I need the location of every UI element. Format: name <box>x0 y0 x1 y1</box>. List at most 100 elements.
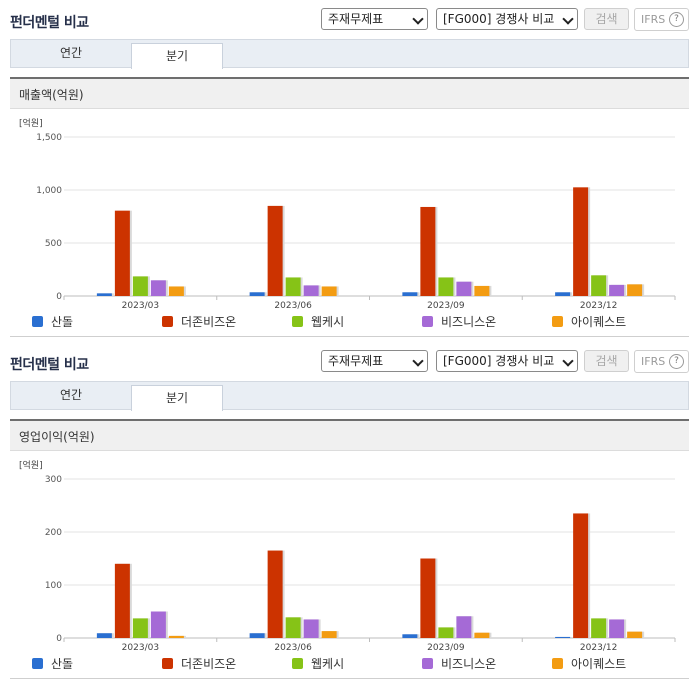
y-tick-label: 100 <box>45 581 62 591</box>
bar-산돌-2023-09 <box>402 292 418 296</box>
bar-웹케시-2023-12 <box>591 618 607 638</box>
help-icon: ? <box>669 12 684 27</box>
fundamental-panel-revenue: 펀더멘털 비교 주재무제표 [FG000] 경쟁사 비교 검색 IFRS ? 연… <box>0 0 696 337</box>
panel-bottom-divider <box>10 336 689 337</box>
legend-item-아이퀘스트[interactable]: 아이퀘스트 <box>552 313 626 330</box>
x-tick-label: 2023/06 <box>274 643 312 653</box>
bar-비즈니스온-2023-03 <box>150 611 166 638</box>
legend-label: 더존비즈온 <box>181 657 237 671</box>
bar-웹케시-2023-03 <box>132 276 148 296</box>
legend-swatch <box>422 316 433 327</box>
compare-select[interactable]: [FG000] 경쟁사 비교 <box>436 8 578 30</box>
compare-select[interactable]: [FG000] 경쟁사 비교 <box>436 350 578 372</box>
bar-더존비즈온-2023-12 <box>573 513 589 638</box>
ifrs-help-button[interactable]: IFRS ? <box>634 8 689 31</box>
bar-비즈니스온-2023-12 <box>609 284 625 296</box>
legend-label: 웹케시 <box>311 657 345 671</box>
bar-더존비즈온-2023-03 <box>114 210 130 296</box>
legend-item-더존비즈온[interactable]: 더존비즈온 <box>162 655 236 672</box>
bar-더존비즈온-2023-12 <box>573 187 589 296</box>
compare-select-value: [FG000] 경쟁사 비교 <box>443 354 555 368</box>
statement-select-value: 주재무제표 <box>328 354 384 368</box>
chevron-down-icon <box>412 355 424 367</box>
y-tick-label: 0 <box>56 292 62 302</box>
legend-label: 비즈니스온 <box>441 315 497 329</box>
legend-swatch <box>292 658 303 669</box>
fundamental-panel-operating-profit: 펀더멘털 비교 주재무제표 [FG000] 경쟁사 비교 검색 IFRS ? 연… <box>0 342 696 684</box>
section-divider <box>10 77 689 79</box>
legend-swatch <box>552 658 563 669</box>
bar-아이퀘스트-2023-09 <box>474 632 490 638</box>
legend-label: 웹케시 <box>311 315 345 329</box>
search-button[interactable]: 검색 <box>584 350 629 372</box>
bar-비즈니스온-2023-09 <box>456 281 472 296</box>
tab-annual[interactable]: 연간 <box>59 46 83 60</box>
metric-label: 영업이익(억원) <box>19 430 95 444</box>
legend-label: 산돌 <box>51 315 74 329</box>
panel-header: 펀더멘털 비교 주재무제표 [FG000] 경쟁사 비교 검색 IFRS ? <box>0 0 696 38</box>
bar-더존비즈온-2023-03 <box>114 563 130 638</box>
bar-산돌-2023-06 <box>249 633 265 638</box>
bar-산돌-2023-03 <box>96 633 112 638</box>
legend-label: 아이퀘스트 <box>571 657 627 671</box>
legend-label: 더존비즈온 <box>181 315 237 329</box>
revenue-bar-chart: [억원] 0 500 1,000 1,500 2023/03 2023/06 2023/09 2… <box>19 117 676 311</box>
chevron-down-icon <box>562 13 574 25</box>
ifrs-help-button[interactable]: IFRS ? <box>634 350 689 373</box>
bar-산돌-2023-12 <box>555 636 571 638</box>
bar-웹케시-2023-03 <box>132 618 148 638</box>
bar-비즈니스온-2023-06 <box>303 619 319 638</box>
chart-legend: 산돌 더존비즈온 웹케시 비즈니스온 아이퀘스트 <box>10 655 689 675</box>
x-tick-label: 2023/09 <box>427 643 465 653</box>
tab-annual[interactable]: 연간 <box>59 388 83 402</box>
bar-산돌-2023-09 <box>402 634 418 638</box>
bar-아이퀘스트-2023-03 <box>168 286 184 296</box>
legend-label: 비즈니스온 <box>441 657 497 671</box>
bar-웹케시-2023-06 <box>285 277 301 296</box>
operating-profit-bar-chart: [억원] 0 100 200 300 2023/03 2023/06 2023/09 2023/… <box>19 459 676 653</box>
compare-select-value: [FG000] 경쟁사 비교 <box>443 12 555 26</box>
legend-item-웹케시[interactable]: 웹케시 <box>292 313 344 330</box>
y-tick-label: 1,500 <box>36 133 62 143</box>
bar-웹케시-2023-06 <box>285 617 301 638</box>
legend-item-비즈니스온[interactable]: 비즈니스온 <box>422 655 496 672</box>
statement-select[interactable]: 주재무제표 <box>321 8 428 30</box>
x-tick-label: 2023/03 <box>122 643 159 653</box>
legend-label: 산돌 <box>51 657 74 671</box>
period-tabs: 연간 분기 <box>10 39 689 69</box>
y-tick-label: 0 <box>56 634 62 644</box>
legend-swatch <box>32 658 43 669</box>
bar-산돌-2023-12 <box>555 292 571 296</box>
bar-아이퀘스트-2023-03 <box>168 635 184 638</box>
y-tick-label: 1,000 <box>36 186 62 196</box>
bar-웹케시-2023-09 <box>438 627 454 638</box>
legend-item-더존비즈온[interactable]: 더존비즈온 <box>162 313 236 330</box>
legend-label: 아이퀘스트 <box>571 315 627 329</box>
metric-label: 매출액(억원) <box>19 88 84 102</box>
bar-아이퀘스트-2023-12 <box>627 631 643 638</box>
panel-title: 펀더멘털 비교 <box>10 15 89 31</box>
search-button[interactable]: 검색 <box>584 8 629 30</box>
bar-산돌-2023-06 <box>249 292 265 296</box>
bar-아이퀘스트-2023-09 <box>474 285 490 296</box>
legend-item-산돌[interactable]: 산돌 <box>32 655 73 672</box>
x-tick-label: 2023/06 <box>274 301 312 311</box>
legend-swatch <box>162 316 173 327</box>
statement-select[interactable]: 주재무제표 <box>321 350 428 372</box>
metric-header: 매출액(억원) <box>10 79 689 109</box>
bar-웹케시-2023-09 <box>438 277 454 296</box>
legend-swatch <box>162 658 173 669</box>
statement-select-value: 주재무제표 <box>328 12 384 26</box>
panel-bottom-divider <box>10 678 689 679</box>
legend-item-아이퀘스트[interactable]: 아이퀘스트 <box>552 655 626 672</box>
legend-item-웹케시[interactable]: 웹케시 <box>292 655 344 672</box>
bar-더존비즈온-2023-06 <box>267 205 283 296</box>
tab-quarterly[interactable]: 분기 <box>131 43 223 69</box>
y-tick-label: 500 <box>45 239 62 249</box>
legend-item-산돌[interactable]: 산돌 <box>32 313 73 330</box>
section-divider <box>10 419 689 421</box>
period-tabs: 연간 분기 <box>10 381 689 411</box>
x-tick-label: 2023/12 <box>580 301 617 311</box>
legend-item-비즈니스온[interactable]: 비즈니스온 <box>422 313 496 330</box>
tab-quarterly[interactable]: 분기 <box>131 385 223 411</box>
